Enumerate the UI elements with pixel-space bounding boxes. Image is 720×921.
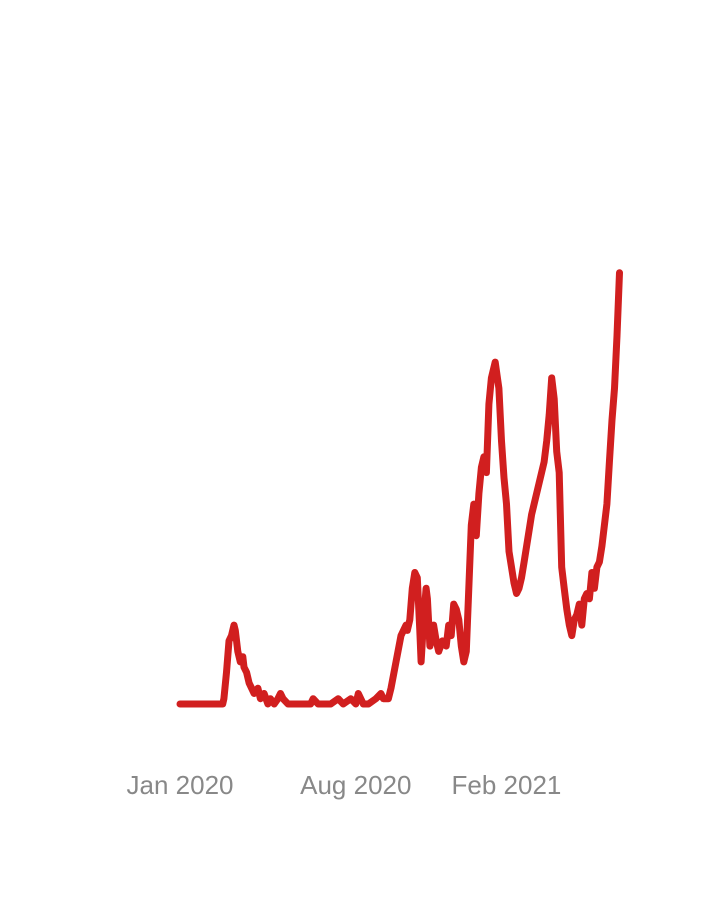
x-tick-label: Feb 2021: [452, 770, 562, 800]
x-tick-label: Jan 2020: [127, 770, 234, 800]
x-tick-label: Aug 2020: [300, 770, 411, 800]
x-axis: Jan 2020 Aug 2020 Feb 2021: [127, 770, 562, 800]
chart-marks: [176, 269, 623, 708]
series-line-0: [176, 269, 623, 708]
